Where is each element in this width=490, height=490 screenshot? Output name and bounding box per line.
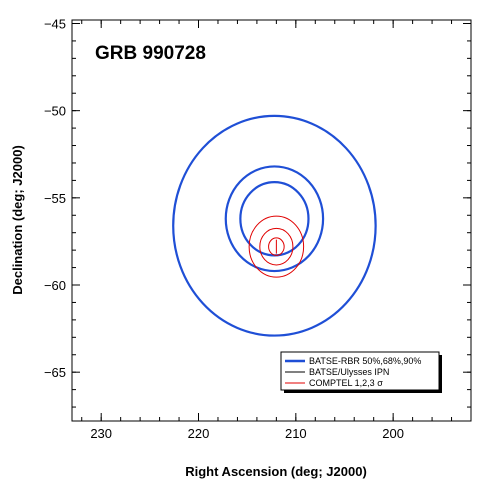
x-tick-label: 230 bbox=[90, 426, 112, 441]
legend-label-comptel: COMPTEL 1,2,3 σ bbox=[309, 378, 383, 388]
contour-batse-rbr-50 bbox=[239, 181, 310, 257]
y-tick-label: −60 bbox=[44, 278, 66, 293]
y-tick-label: −50 bbox=[44, 104, 66, 119]
chart-annotation: GRB 990728 bbox=[95, 43, 206, 64]
contour-batse-rbr-90 bbox=[172, 114, 377, 337]
legend-box bbox=[280, 351, 440, 391]
legend: BATSE-RBR 50%,68%,90% BATSE/Ulysses IPN … bbox=[280, 351, 442, 393]
contour-batse-rbr-68 bbox=[224, 165, 325, 273]
contour-comptel-2 bbox=[259, 227, 294, 266]
contour-comptel-3 bbox=[248, 215, 305, 278]
contour-comptel-1 bbox=[268, 237, 285, 256]
contour-layer bbox=[172, 114, 377, 337]
x-tick-label: 200 bbox=[382, 426, 404, 441]
y-axis-label: Declination (deg; J2000) bbox=[10, 145, 25, 295]
x-tick-label: 210 bbox=[285, 426, 307, 441]
legend-label-batse-rbr: BATSE-RBR 50%,68%,90% bbox=[309, 356, 421, 366]
y-tick-label: −65 bbox=[44, 365, 66, 380]
x-tick-label: 220 bbox=[188, 426, 210, 441]
y-tick-label: −45 bbox=[44, 16, 66, 31]
legend-label-batse-ipn: BATSE/Ulysses IPN bbox=[309, 367, 389, 377]
x-axis-label: Right Ascension (deg; J2000) bbox=[185, 464, 367, 479]
plot-frame bbox=[71, 19, 472, 422]
axis-ticks: 230 220 210 200 −45 −50 −55 −60 −65 bbox=[44, 16, 472, 441]
y-tick-label: −55 bbox=[44, 191, 66, 206]
